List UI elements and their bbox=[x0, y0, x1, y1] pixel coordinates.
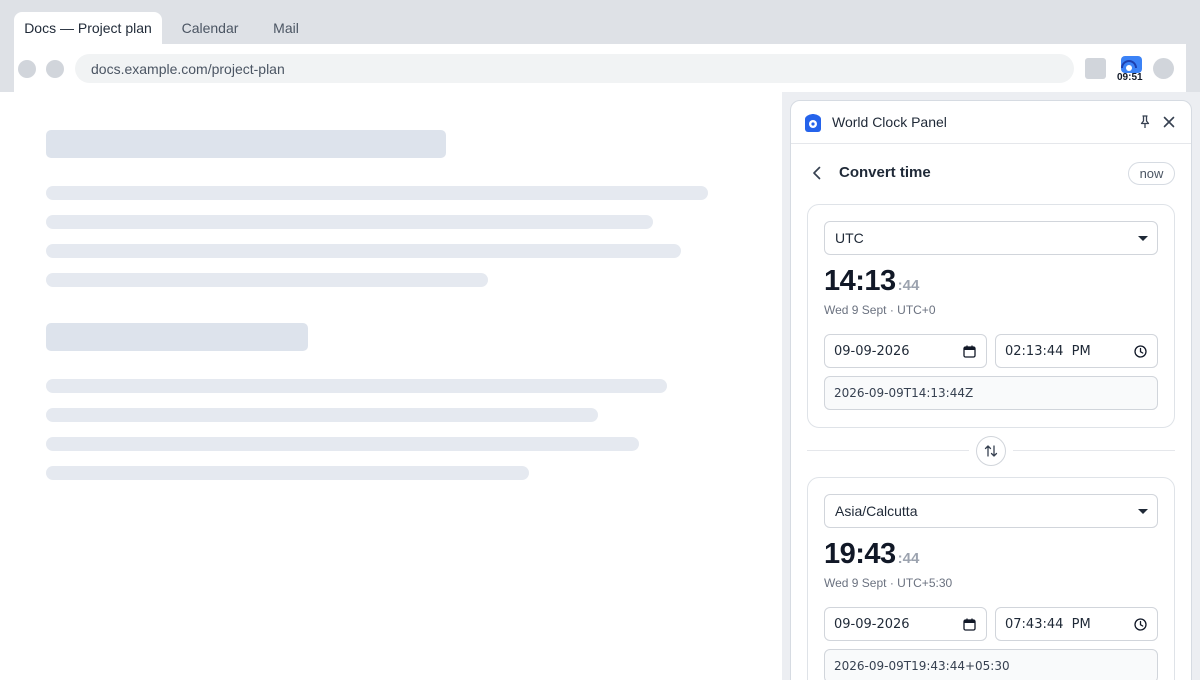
tab-label: Docs — Project plan bbox=[24, 20, 152, 36]
calendar-icon[interactable] bbox=[963, 618, 976, 631]
divider bbox=[807, 450, 969, 451]
date-value: 09-09-2026 bbox=[834, 343, 910, 359]
clock-icon[interactable] bbox=[1134, 618, 1147, 631]
caret-down-icon bbox=[1138, 236, 1148, 241]
zone-card-source: UTC 14:13 :44 Wed 9 Sept · UTC+0 09-09-2… bbox=[807, 204, 1175, 428]
convert-time-title: Convert time bbox=[839, 164, 931, 181]
date-value: 09-09-2026 bbox=[834, 616, 910, 632]
panel-header: World Clock Panel bbox=[791, 101, 1191, 144]
divider bbox=[1013, 450, 1175, 451]
time-hours-minutes: 19:43 bbox=[824, 538, 896, 570]
extension-placeholder-icon[interactable] bbox=[1085, 58, 1106, 79]
address-bar[interactable]: docs.example.com/project-plan bbox=[75, 54, 1074, 83]
time-value: 02:13:44 PM bbox=[1005, 343, 1091, 359]
time-hours-minutes: 14:13 bbox=[824, 265, 896, 297]
now-button[interactable]: now bbox=[1128, 162, 1175, 185]
close-icon[interactable] bbox=[1161, 114, 1177, 130]
iso-value: 2026-09-09T19:43:44+05:30 bbox=[834, 659, 1010, 673]
time-seconds: :44 bbox=[897, 277, 920, 294]
avatar[interactable] bbox=[1153, 58, 1174, 79]
iso-timestamp-field[interactable]: 2026-09-09T19:43:44+05:30 bbox=[824, 649, 1158, 680]
skeleton-heading bbox=[46, 130, 446, 158]
timezone-select[interactable]: Asia/Calcutta bbox=[824, 494, 1158, 528]
tab-docs[interactable]: Docs — Project plan bbox=[14, 12, 162, 44]
back-nav-button[interactable] bbox=[18, 60, 36, 78]
document-body bbox=[0, 92, 782, 680]
zone-card-target: Asia/Calcutta 19:43 :44 Wed 9 Sept · UTC… bbox=[807, 477, 1175, 680]
timezone-select[interactable]: UTC bbox=[824, 221, 1158, 255]
world-clock-logo-icon bbox=[805, 114, 821, 132]
time-input[interactable]: 02:13:44 PM bbox=[995, 334, 1158, 368]
forward-nav-button[interactable] bbox=[46, 60, 64, 78]
extension-badge: 09:51 bbox=[1117, 72, 1143, 83]
tab-label: Mail bbox=[273, 20, 299, 36]
time-display: 19:43 :44 bbox=[824, 538, 919, 571]
browser-toolbar: docs.example.com/project-plan 09:51 bbox=[14, 44, 1186, 92]
skeleton-line bbox=[46, 437, 639, 451]
tab-strip: Docs — Project plan Calendar Mail bbox=[0, 0, 1200, 44]
skeleton-line bbox=[46, 244, 681, 258]
date-offset-label: Wed 9 Sept · UTC+0 bbox=[824, 303, 936, 317]
date-input[interactable]: 09-09-2026 bbox=[824, 607, 987, 641]
swap-vertical-icon bbox=[984, 444, 998, 458]
tab-label: Calendar bbox=[181, 20, 239, 36]
iso-value: 2026-09-09T14:13:44Z bbox=[834, 386, 974, 400]
panel-title: World Clock Panel bbox=[832, 114, 947, 130]
calendar-icon[interactable] bbox=[963, 345, 976, 358]
world-clock-panel: World Clock Panel Convert time now UTC 1… bbox=[790, 100, 1192, 680]
time-input[interactable]: 07:43:44 PM bbox=[995, 607, 1158, 641]
skeleton-line bbox=[46, 215, 653, 229]
timezone-value: Asia/Calcutta bbox=[835, 503, 918, 519]
iso-timestamp-field[interactable]: 2026-09-09T14:13:44Z bbox=[824, 376, 1158, 410]
time-seconds: :44 bbox=[897, 550, 920, 567]
skeleton-line bbox=[46, 408, 598, 422]
clock-icon[interactable] bbox=[1134, 345, 1147, 358]
world-clock-icon[interactable] bbox=[1114, 54, 1146, 86]
skeleton-line bbox=[46, 379, 667, 393]
chevron-left-icon[interactable] bbox=[807, 163, 827, 183]
tab-mail[interactable]: Mail bbox=[260, 12, 312, 44]
timezone-value: UTC bbox=[835, 230, 864, 246]
date-offset-label: Wed 9 Sept · UTC+5:30 bbox=[824, 576, 953, 590]
caret-down-icon bbox=[1138, 509, 1148, 514]
pin-icon[interactable] bbox=[1137, 114, 1153, 130]
time-value: 07:43:44 PM bbox=[1005, 616, 1091, 632]
skeleton-line bbox=[46, 273, 488, 287]
toolbar-edge bbox=[1186, 44, 1200, 92]
address-url: docs.example.com/project-plan bbox=[91, 60, 285, 77]
tab-calendar[interactable]: Calendar bbox=[170, 12, 250, 44]
toolbar-edge bbox=[0, 44, 14, 92]
skeleton-line bbox=[46, 186, 708, 200]
skeleton-heading bbox=[46, 323, 308, 351]
skeleton-line bbox=[46, 466, 529, 480]
time-display: 14:13 :44 bbox=[824, 265, 919, 298]
swap-zones-button[interactable] bbox=[976, 436, 1006, 466]
date-input[interactable]: 09-09-2026 bbox=[824, 334, 987, 368]
